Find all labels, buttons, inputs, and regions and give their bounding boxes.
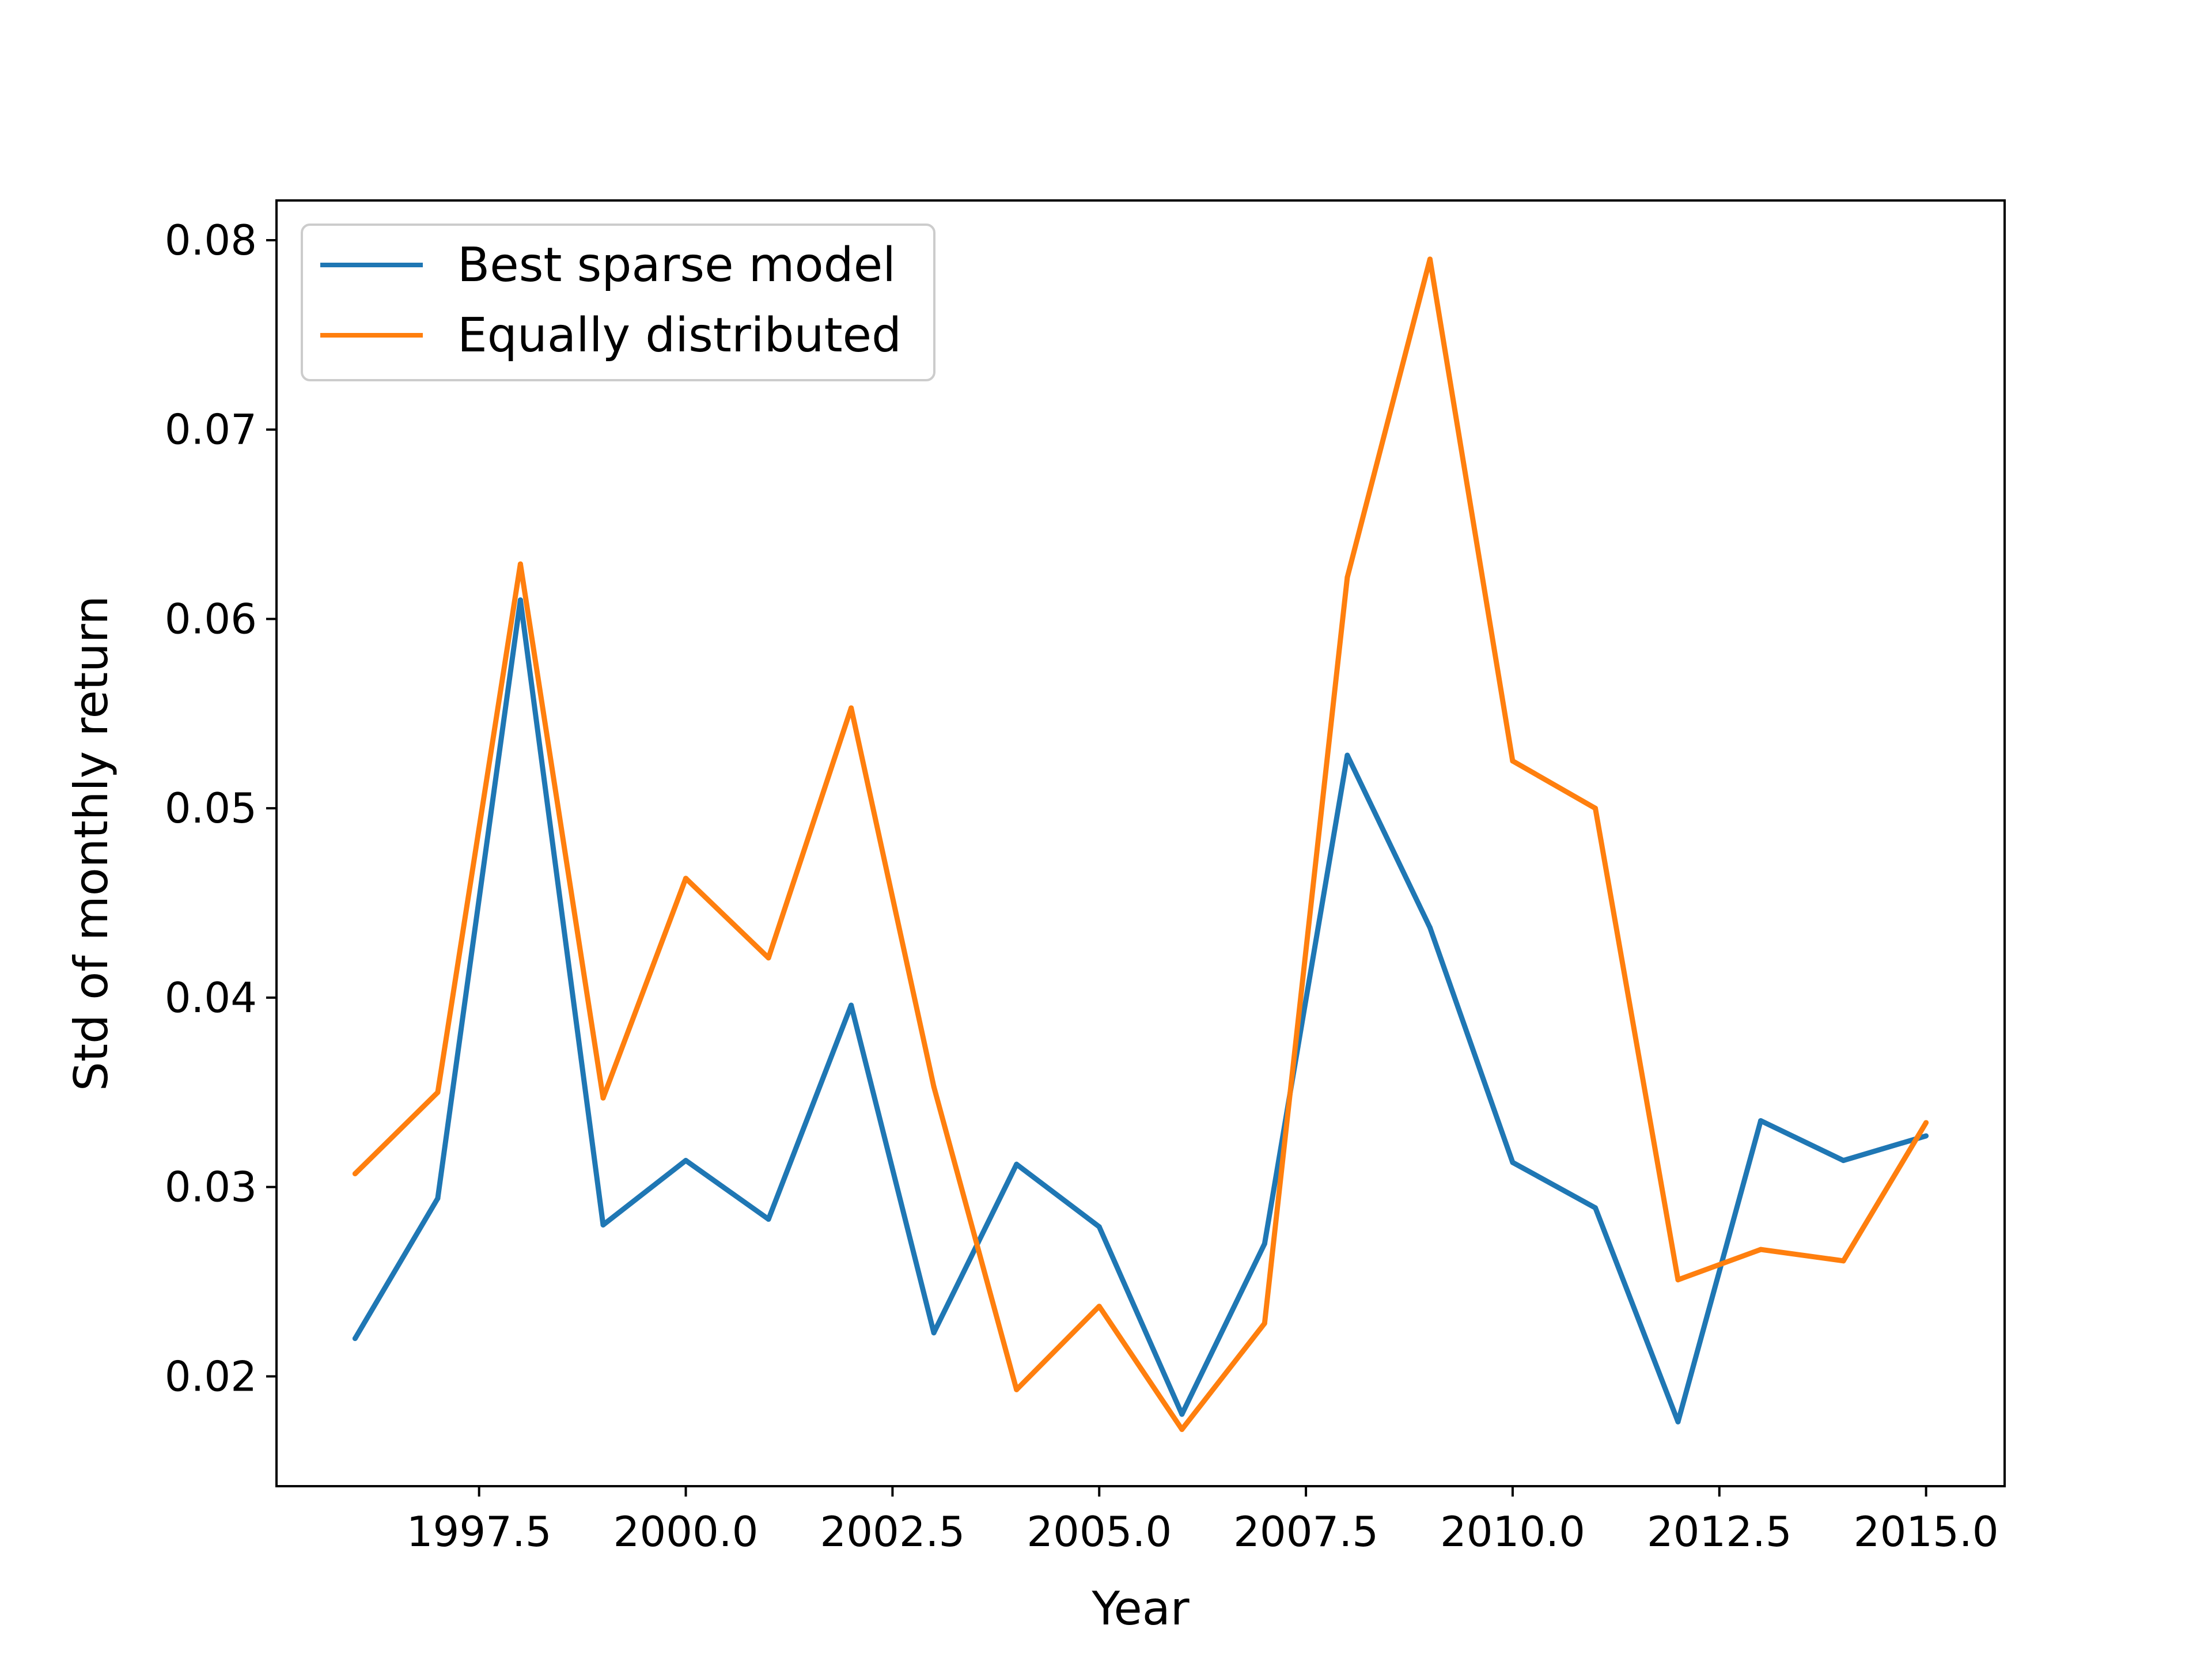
legend-label-best-sparse-model: Best sparse model (457, 238, 896, 293)
data-point-best-sparse-model (1840, 1158, 1846, 1164)
legend-box (301, 224, 935, 381)
data-point-best-sparse-model (766, 1217, 771, 1222)
legend-label-equally-distributed: Equally distributed (457, 308, 902, 363)
data-point-equally-distributed (435, 1089, 441, 1095)
y-tick-label: 0.03 (165, 1163, 257, 1211)
x-tick-label: 2002.5 (820, 1508, 965, 1556)
data-point-equally-distributed (1923, 1120, 1929, 1126)
data-point-best-sparse-model (849, 1002, 854, 1008)
data-point-best-sparse-model (1923, 1133, 1929, 1139)
data-point-best-sparse-model (352, 1336, 358, 1342)
data-point-best-sparse-model (1510, 1160, 1516, 1165)
data-point-equally-distributed (849, 705, 854, 711)
data-point-best-sparse-model (435, 1195, 441, 1201)
data-point-best-sparse-model (1096, 1224, 1102, 1230)
data-point-equally-distributed (1758, 1247, 1764, 1252)
y-tick-label: 0.04 (165, 974, 257, 1022)
data-point-equally-distributed (1014, 1387, 1020, 1392)
data-point-equally-distributed (1096, 1304, 1102, 1309)
data-point-best-sparse-model (600, 1222, 606, 1228)
x-axis-title: Year (1091, 1582, 1189, 1635)
plot-frame (275, 199, 2006, 1487)
x-tick-label: 2015.0 (1854, 1508, 1999, 1556)
data-point-best-sparse-model (1014, 1161, 1020, 1167)
data-point-best-sparse-model (683, 1158, 689, 1164)
data-point-equally-distributed (931, 1084, 937, 1089)
y-tick-label: 0.02 (165, 1352, 257, 1400)
series-layer (352, 256, 1929, 1432)
x-tick-label: 2007.5 (1233, 1508, 1378, 1556)
data-point-best-sparse-model (1427, 925, 1433, 930)
x-tick-label: 2000.0 (613, 1508, 759, 1556)
data-point-best-sparse-model (1758, 1118, 1764, 1124)
data-point-equally-distributed (683, 876, 689, 881)
series-line-best-sparse-model (353, 597, 1927, 1425)
legend: Best sparse model Equally distributed (301, 224, 935, 381)
data-point-equally-distributed (517, 561, 523, 567)
data-point-equally-distributed (1344, 574, 1350, 580)
x-tick-label: 2010.0 (1440, 1508, 1585, 1556)
x-tick-label: 2012.5 (1647, 1508, 1792, 1556)
y-axis-title: Std of monthly return (65, 596, 118, 1091)
x-tick-label: 1997.5 (407, 1508, 552, 1556)
data-point-best-sparse-model (1675, 1419, 1681, 1425)
series-line-equally-distributed (353, 256, 1929, 1432)
data-point-best-sparse-model (1179, 1411, 1185, 1417)
data-point-equally-distributed (1840, 1258, 1846, 1264)
y-tick-label: 0.07 (165, 406, 257, 454)
data-point-equally-distributed (766, 955, 771, 961)
data-point-equally-distributed (600, 1095, 606, 1101)
y-tick-label: 0.06 (165, 594, 257, 643)
data-point-equally-distributed (352, 1171, 358, 1177)
data-point-best-sparse-model (931, 1330, 937, 1336)
y-axis: 0.02 0.03 0.04 0.05 0.06 0.07 0.08 (165, 216, 276, 1400)
data-point-equally-distributed (1592, 805, 1598, 811)
y-tick-label: 0.05 (165, 784, 257, 832)
data-point-best-sparse-model (1592, 1205, 1598, 1211)
data-point-best-sparse-model (1262, 1241, 1267, 1247)
data-point-equally-distributed (1675, 1277, 1681, 1283)
y-tick-label: 0.08 (165, 216, 257, 264)
data-point-equally-distributed (1262, 1320, 1267, 1326)
data-point-equally-distributed (1510, 758, 1516, 764)
data-point-equally-distributed (1179, 1426, 1185, 1432)
data-point-best-sparse-model (1344, 752, 1350, 758)
data-point-equally-distributed (1427, 256, 1433, 262)
data-point-best-sparse-model (517, 597, 523, 603)
x-tick-label: 2005.0 (1027, 1508, 1172, 1556)
x-axis: 1997.5 2000.0 2002.5 2005.0 2007.5 2010.0 2012… (407, 1486, 1999, 1556)
